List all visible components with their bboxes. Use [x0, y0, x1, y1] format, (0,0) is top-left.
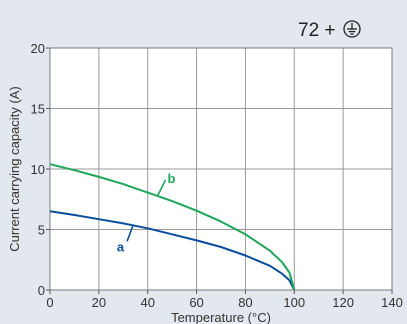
protective-earth-icon: [343, 20, 361, 38]
series-group: [49, 163, 296, 291]
annotation-label-b: b: [167, 171, 175, 186]
x-tick-label: 20: [92, 295, 106, 310]
y-tick-label: 10: [31, 162, 45, 177]
y-tick-label: 0: [38, 283, 45, 298]
annotation-leader-a: [126, 225, 134, 242]
x-tick-label: 80: [238, 295, 252, 310]
x-tick-label: 40: [140, 295, 154, 310]
annotation-leader-b: [156, 179, 167, 197]
annotations: ab: [117, 171, 176, 254]
y-axis-label: Current carrying capacity (A): [7, 86, 22, 251]
x-tick-label: 120: [332, 295, 354, 310]
y-tick-label: 15: [31, 102, 45, 117]
grid: [46, 47, 393, 294]
tick-labels: 0 20 40 60 80 100 120 140 0 5 10 15 20: [31, 41, 403, 310]
x-tick-label: 60: [189, 295, 203, 310]
x-axis-label: Temperature (°C): [171, 310, 271, 324]
series-line-a: [49, 210, 296, 291]
header-annotation: 72 +: [298, 20, 336, 41]
x-tick-label: 140: [381, 295, 403, 310]
x-tick-label: 0: [46, 295, 53, 310]
series-line-b: [49, 163, 296, 291]
x-tick-label: 100: [283, 295, 305, 310]
y-tick-label: 20: [31, 41, 45, 56]
y-tick-label: 5: [38, 223, 45, 238]
annotation-label-a: a: [117, 239, 125, 254]
plot-border: [49, 47, 393, 291]
